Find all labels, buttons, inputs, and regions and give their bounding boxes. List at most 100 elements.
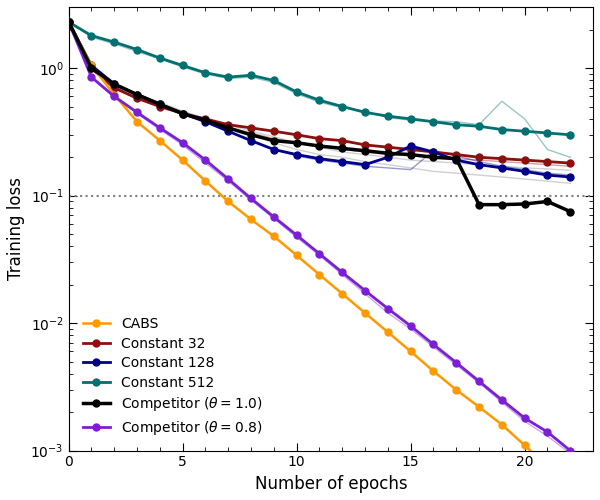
Constant 32 [110, 85, 118, 91]
Competitor ($\theta = 0.8$) [338, 270, 346, 276]
Competitor ($\theta = 1.0$) [247, 132, 254, 138]
CABS [293, 252, 300, 258]
Constant 32 [65, 19, 72, 25]
CABS [202, 178, 209, 184]
Constant 128 [407, 143, 414, 149]
Constant 32 [498, 156, 505, 162]
CABS [156, 138, 163, 143]
Competitor ($\theta = 1.0$) [452, 156, 460, 162]
Constant 128 [88, 62, 95, 68]
Competitor ($\theta = 0.8$) [498, 397, 505, 403]
Competitor ($\theta = 0.8$) [88, 74, 95, 80]
Constant 512 [110, 39, 118, 45]
Competitor ($\theta = 0.8$) [430, 342, 437, 347]
Line: CABS: CABS [65, 18, 574, 500]
Competitor ($\theta = 1.0$) [224, 125, 232, 131]
Competitor ($\theta = 0.8$) [179, 140, 186, 145]
Constant 512 [133, 46, 140, 52]
Constant 512 [293, 89, 300, 95]
X-axis label: Number of epochs: Number of epochs [254, 475, 407, 493]
CABS [133, 118, 140, 124]
Competitor ($\theta = 0.8$) [65, 19, 72, 25]
Constant 512 [202, 70, 209, 76]
Competitor ($\theta = 1.0$) [88, 65, 95, 71]
Constant 128 [202, 118, 209, 124]
Constant 512 [544, 130, 551, 136]
CABS [521, 442, 528, 448]
Constant 128 [384, 154, 391, 160]
Competitor ($\theta = 1.0$) [498, 202, 505, 207]
Constant 32 [316, 136, 323, 141]
Competitor ($\theta = 1.0$) [202, 118, 209, 124]
Competitor ($\theta = 0.8$) [566, 448, 574, 454]
Competitor ($\theta = 1.0$) [521, 201, 528, 207]
Legend: CABS, Constant 32, Constant 128, Constant 512, Competitor ($\theta = 1.0$), Comp: CABS, Constant 32, Constant 128, Constan… [76, 310, 270, 444]
Constant 32 [133, 96, 140, 102]
Competitor ($\theta = 1.0$) [544, 198, 551, 204]
Constant 32 [566, 160, 574, 166]
Constant 128 [65, 19, 72, 25]
Competitor ($\theta = 1.0$) [110, 81, 118, 87]
Constant 512 [247, 72, 254, 78]
CABS [384, 329, 391, 335]
Competitor ($\theta = 0.8$) [361, 288, 368, 294]
Constant 32 [521, 157, 528, 163]
Constant 32 [430, 149, 437, 155]
CABS [88, 62, 95, 68]
Constant 128 [361, 162, 368, 168]
Competitor ($\theta = 1.0$) [475, 202, 482, 207]
CABS [224, 198, 232, 204]
Competitor ($\theta = 1.0$) [566, 208, 574, 214]
Competitor ($\theta = 0.8$) [384, 306, 391, 312]
Constant 128 [566, 174, 574, 180]
Line: Constant 128: Constant 128 [65, 18, 574, 180]
Competitor ($\theta = 1.0$) [65, 19, 72, 25]
Constant 128 [179, 110, 186, 116]
Competitor ($\theta = 0.8$) [156, 125, 163, 131]
Constant 128 [475, 162, 482, 168]
CABS [247, 216, 254, 222]
Competitor ($\theta = 0.8$) [452, 360, 460, 366]
Competitor ($\theta = 1.0$) [316, 143, 323, 149]
Constant 32 [338, 138, 346, 143]
Competitor ($\theta = 0.8$) [544, 429, 551, 435]
Competitor ($\theta = 0.8$) [224, 176, 232, 182]
Constant 512 [88, 32, 95, 38]
Constant 32 [224, 122, 232, 128]
CABS [338, 291, 346, 297]
Constant 32 [407, 146, 414, 152]
Competitor ($\theta = 0.8$) [270, 214, 277, 220]
Constant 32 [179, 110, 186, 116]
Competitor ($\theta = 1.0$) [384, 150, 391, 156]
Competitor ($\theta = 1.0$) [361, 148, 368, 154]
Constant 32 [293, 132, 300, 138]
Constant 32 [88, 65, 95, 71]
Constant 512 [338, 104, 346, 110]
Y-axis label: Training loss: Training loss [7, 178, 25, 281]
Constant 128 [430, 149, 437, 155]
Constant 512 [430, 118, 437, 124]
Constant 512 [498, 126, 505, 132]
Constant 128 [316, 156, 323, 162]
Competitor ($\theta = 1.0$) [293, 140, 300, 145]
Competitor ($\theta = 0.8$) [407, 323, 414, 329]
Constant 512 [224, 74, 232, 80]
Competitor ($\theta = 1.0$) [179, 110, 186, 116]
Competitor ($\theta = 0.8$) [521, 415, 528, 421]
CABS [65, 19, 72, 25]
Competitor ($\theta = 1.0$) [133, 92, 140, 98]
Constant 32 [361, 142, 368, 148]
Competitor ($\theta = 0.8$) [133, 110, 140, 116]
CABS [407, 348, 414, 354]
Constant 128 [247, 138, 254, 143]
CABS [430, 368, 437, 374]
Competitor ($\theta = 0.8$) [293, 232, 300, 238]
Competitor ($\theta = 1.0$) [338, 146, 346, 152]
Constant 128 [133, 92, 140, 98]
CABS [498, 422, 505, 428]
Constant 512 [384, 113, 391, 119]
Constant 128 [270, 146, 277, 152]
CABS [110, 92, 118, 98]
Competitor ($\theta = 1.0$) [430, 154, 437, 160]
Constant 128 [452, 157, 460, 163]
